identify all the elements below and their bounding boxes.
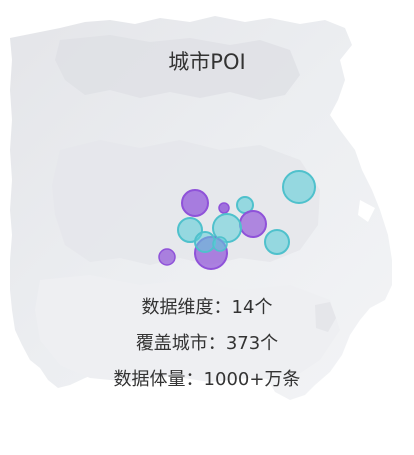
map-region-south: [35, 275, 340, 382]
stat-dimensions-value: 14个: [231, 297, 273, 318]
stat-cities-label: 覆盖城市：: [135, 333, 226, 354]
bubble-purple-small: [218, 202, 230, 214]
stat-volume-label: 数据体量：: [113, 369, 204, 390]
bubble-cyan-large-right: [282, 170, 316, 204]
bubble-cyan-right-low: [264, 229, 290, 255]
stat-volume: 数据体量：1000+万条: [0, 362, 414, 398]
stat-cities: 覆盖城市：373个: [0, 326, 414, 362]
map-coast-notch: [350, 120, 370, 140]
card-title: 城市POI: [168, 50, 246, 74]
stat-dimensions: 数据维度：14个: [0, 290, 414, 326]
bubble-cyan-bottom-center: [194, 231, 216, 253]
stat-volume-value: 1000+万条: [203, 369, 301, 390]
bubble-purple-far-left: [158, 248, 176, 266]
map-region-north: [55, 35, 300, 100]
stats-list: 数据维度：14个 覆盖城市：373个 数据体量：1000+万条: [0, 290, 414, 398]
bubble-cyan-small-center: [212, 236, 228, 252]
stat-cities-value: 373个: [225, 333, 279, 354]
stat-dimensions-label: 数据维度：: [141, 297, 232, 318]
map-coast-notch-2: [358, 200, 375, 222]
bubble-purple-right: [239, 210, 267, 238]
bubble-purple-top: [181, 189, 209, 217]
map-island: [315, 302, 336, 332]
